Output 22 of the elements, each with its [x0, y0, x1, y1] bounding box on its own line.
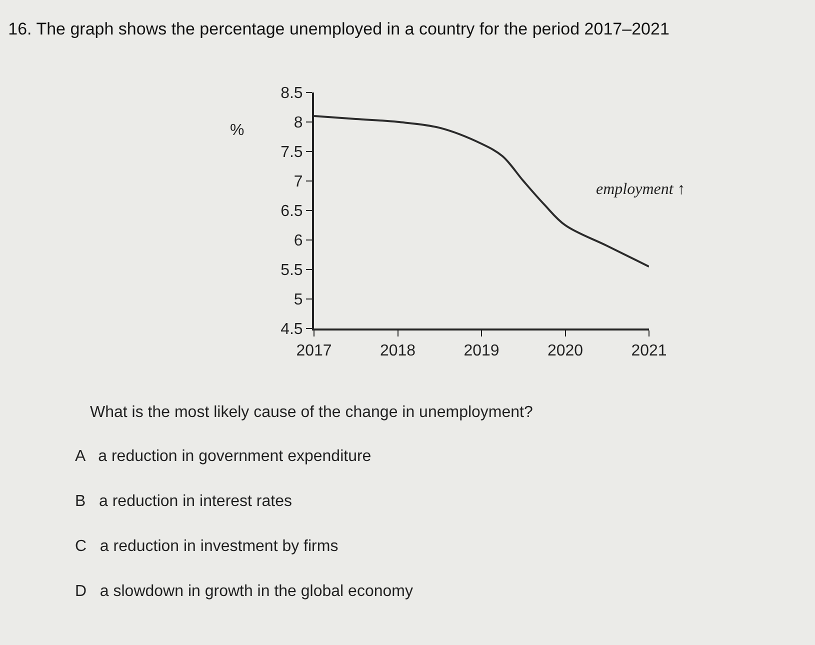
chart-title: 16. The graph shows the percentage unemployed in a country for the period 2017–2021	[8, 19, 670, 38]
y-tick-label: 6.5	[280, 203, 303, 220]
text: A a reduction in government expenditure	[75, 448, 372, 465]
text: D a slowdown in growth in the global economy	[75, 583, 413, 600]
y-tick-label: 6	[294, 232, 303, 250]
text: B a reduction in interest rates	[75, 493, 292, 510]
text: What is the most likely cause of the change in unemployment?	[90, 404, 533, 421]
x-tick-label: 2020	[547, 342, 584, 360]
annotation: employment ↑	[596, 181, 686, 198]
y-tick-label: 8.5	[280, 85, 303, 102]
y-axis-title: %	[230, 122, 244, 139]
y-tick-label: 4.5	[280, 321, 303, 338]
x-tick-label: 2018	[380, 342, 416, 360]
y-tick-label: 5	[294, 292, 303, 309]
y-tick-label: 8	[294, 114, 303, 132]
x-tick-label: 2017	[296, 342, 332, 360]
y-tick-label: 5.5	[280, 262, 303, 280]
x-tick-label: 2021	[631, 342, 667, 360]
text: C a reduction in investment by firms	[75, 538, 338, 555]
x-tick-label: 2019	[464, 342, 500, 360]
y-tick-label: 7	[294, 174, 303, 191]
y-tick-label: 7.5	[280, 144, 303, 162]
